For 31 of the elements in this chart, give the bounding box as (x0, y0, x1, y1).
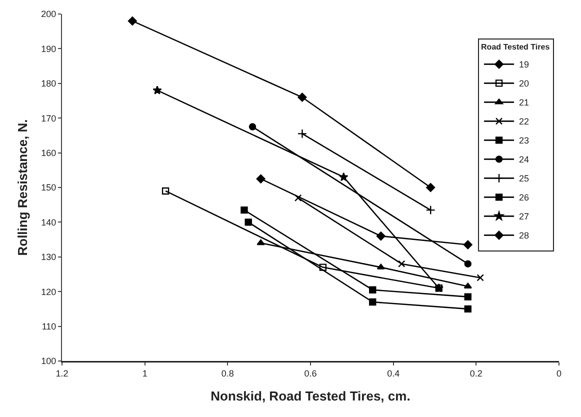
legend-label: 24 (519, 154, 530, 165)
y-axis-title: Rolling Resistance, N. (15, 119, 30, 256)
x-tick-label: 0.2 (470, 368, 482, 378)
legend-title: Road Tested Tires (481, 42, 550, 52)
x-tick-label: 0.6 (304, 368, 317, 378)
x-tick-label: 0.8 (221, 368, 234, 378)
y-tick-label: 120 (41, 286, 56, 297)
legend-label: 20 (519, 78, 530, 89)
y-tick-label: 200 (41, 9, 56, 20)
y-tick-label: 150 (41, 182, 56, 193)
y-tick-label: 130 (41, 252, 56, 262)
x-tick-label: 0 (556, 368, 562, 378)
y-tick-label: 180 (41, 78, 56, 89)
legend-label: 23 (519, 136, 530, 146)
x-tick-label: 0.4 (387, 368, 400, 378)
x-tick-label: 1.2 (56, 368, 68, 378)
legend-label: 27 (519, 212, 530, 222)
legend-label: 19 (519, 60, 530, 70)
y-tick-label: 110 (42, 321, 56, 332)
legend-label: 21 (519, 98, 530, 108)
y-tick-label: 100 (41, 356, 56, 366)
y-tick-label: 170 (41, 113, 56, 124)
y-tick-label: 160 (41, 148, 56, 158)
x-axis-title: Nonskid, Road Tested Tires, cm. (210, 388, 410, 404)
legend-label: 22 (519, 116, 530, 127)
legend-label: 28 (519, 230, 530, 241)
legend-label: 26 (519, 192, 530, 203)
y-tick-label: 140 (41, 217, 56, 228)
legend-label: 25 (519, 174, 530, 184)
y-tick-label: 190 (41, 44, 56, 54)
x-tick-label: 1 (142, 368, 148, 378)
